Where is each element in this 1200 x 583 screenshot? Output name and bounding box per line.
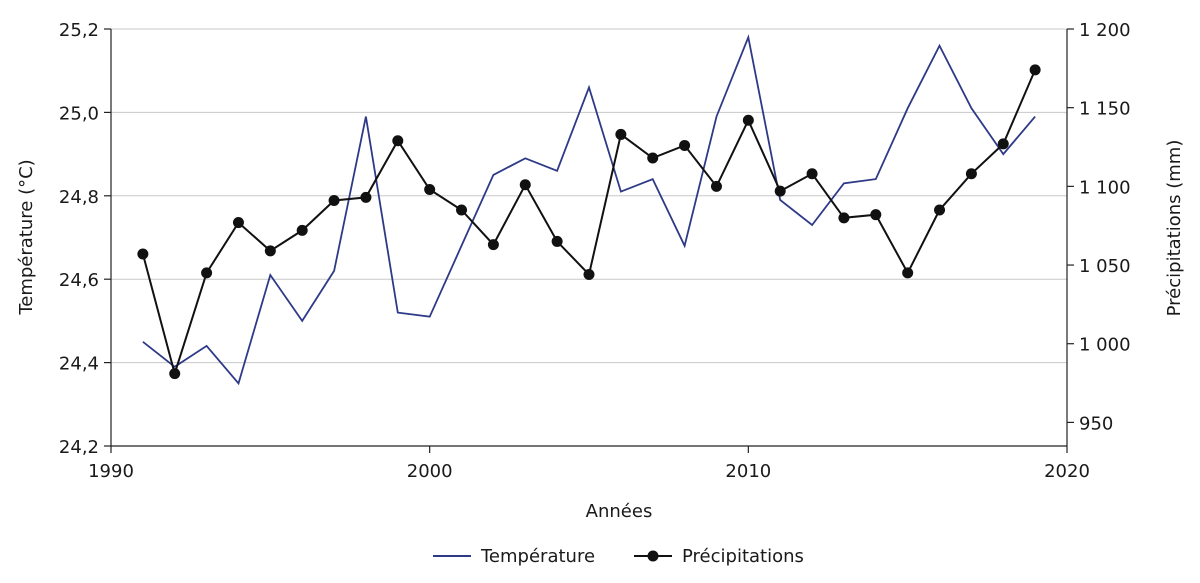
series-layer [137,34,1041,386]
y-right-tick-label: 950 [1079,413,1113,434]
series-line-precipitations [141,69,1037,378]
y-right-axis-ticks: 950 1 000 1 050 1 100 1 150 1 200 [1067,20,1131,434]
data-point-precipitations [934,204,946,216]
y-right-axis-title: Précipitations (mm) [1164,140,1185,317]
x-tick-label: 2020 [1044,461,1090,482]
y-right-tick-label: 1 200 [1079,20,1131,41]
data-point-precipitations [519,179,531,191]
data-point-precipitations [487,239,499,251]
data-point-precipitations [201,267,213,279]
data-point-precipitations [742,114,754,126]
y-right-tick-label: 1 150 [1079,99,1131,120]
data-point-precipitations [296,224,308,236]
data-point-precipitations [137,248,149,260]
x-tick-label: 2010 [725,461,771,482]
data-point-precipitations [232,217,244,229]
data-point-precipitations [679,139,691,151]
data-point-precipitations [902,267,914,279]
data-point-precipitations [392,135,404,147]
y-left-tick-label: 24,2 [59,437,99,458]
gridlines [111,28,1067,364]
data-point-precipitations [647,152,659,164]
legend-label-temperature: Température [480,546,595,567]
data-point-precipitations [169,368,181,380]
data-point-precipitations [360,191,372,203]
data-point-precipitations [615,128,627,140]
y-left-tick-label: 24,4 [59,354,99,375]
y-left-axis-title: Température (°C) [16,159,37,315]
y-left-tick-label: 24,8 [59,187,99,208]
data-point-precipitations [456,204,468,216]
data-point-precipitations [838,212,850,224]
data-point-precipitations [424,184,436,196]
data-point-precipitations [551,235,563,247]
data-point-precipitations [1029,64,1041,76]
data-point-precipitations [583,268,595,280]
data-point-precipitations [965,168,977,180]
legend-marker-precipitations [647,550,659,562]
data-point-precipitations [870,209,882,221]
legend-label-precipitations: Précipitations [682,546,804,567]
data-point-precipitations [264,245,276,257]
y-left-tick-label: 24,6 [59,270,99,291]
data-point-precipitations [710,180,722,192]
x-axis-title: Années [586,501,653,522]
y-left-tick-label: 25,0 [59,103,99,124]
y-right-tick-label: 1 000 [1079,335,1131,356]
data-point-precipitations [997,138,1009,150]
series-line-temperature [142,34,1036,386]
x-axis-ticks: 1990 2000 2010 2020 [88,446,1090,482]
axes [110,29,1068,447]
data-point-precipitations [806,168,818,180]
x-tick-label: 2000 [407,461,453,482]
y-right-tick-label: 1 100 [1079,177,1131,198]
legend: Température Précipitations [433,546,804,567]
x-tick-label: 1990 [88,461,134,482]
y-left-axis-ticks: 24,2 24,4 24,6 24,8 25,0 25,2 [59,20,111,458]
y-right-tick-label: 1 050 [1079,256,1131,277]
data-point-precipitations [328,195,340,207]
data-point-precipitations [774,185,786,197]
y-left-tick-label: 25,2 [59,20,99,41]
